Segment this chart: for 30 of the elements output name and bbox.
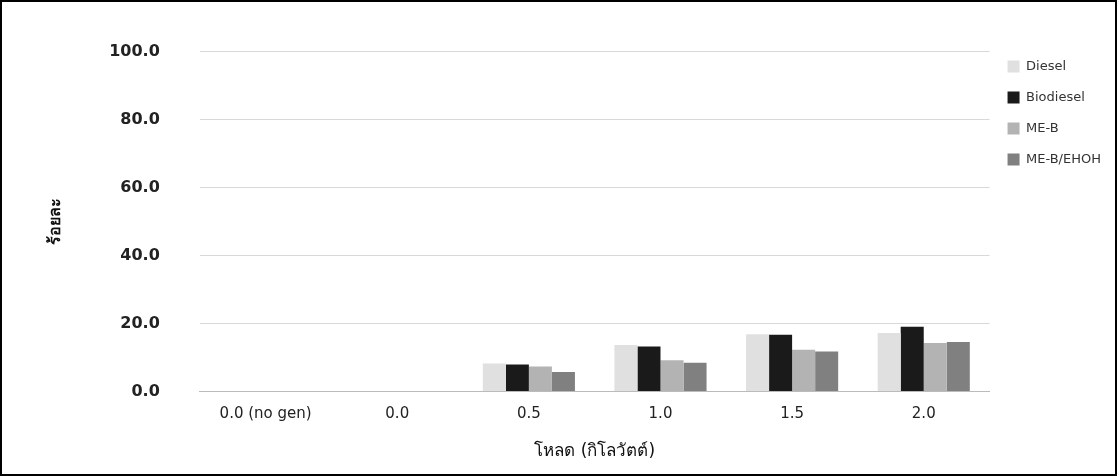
- y-tick-label: 40.0: [120, 244, 160, 264]
- bar: [877, 333, 901, 392]
- bar: [551, 371, 575, 392]
- legend-label: ME-B: [1026, 119, 1059, 135]
- bar: [683, 362, 707, 392]
- x-axis-title: โหลด (กิโลวัตต์): [534, 440, 656, 461]
- bar: [946, 341, 970, 392]
- bar: [482, 363, 506, 392]
- bar: [900, 326, 924, 392]
- legend-label: Diesel: [1026, 57, 1067, 73]
- legend-label: ME-B/EHOH: [1026, 150, 1101, 166]
- y-axis-title: ร้อยละ: [44, 198, 64, 246]
- x-tick-label: 1.0: [648, 404, 673, 423]
- bar: [769, 334, 793, 392]
- bar: [505, 364, 529, 392]
- y-tick-label: 100.0: [109, 40, 160, 60]
- bar: [746, 334, 770, 392]
- x-tick-label: 0.0 (no gen): [219, 404, 312, 423]
- y-tick-label: 60.0: [120, 176, 160, 196]
- y-tick-label: 0.0: [131, 380, 160, 400]
- x-tick-label: 1.5: [780, 404, 805, 423]
- x-tick-label: 0.5: [516, 404, 541, 423]
- bar: [815, 351, 839, 392]
- bar: [614, 345, 638, 392]
- bar: [637, 346, 661, 392]
- x-tick-label: 0.0: [385, 404, 410, 423]
- x-tick-label: 2.0: [911, 404, 936, 423]
- y-tick-label: 20.0: [120, 312, 160, 332]
- legend-label: Biodiesel: [1026, 88, 1085, 104]
- y-tick-label: 80.0: [120, 108, 160, 128]
